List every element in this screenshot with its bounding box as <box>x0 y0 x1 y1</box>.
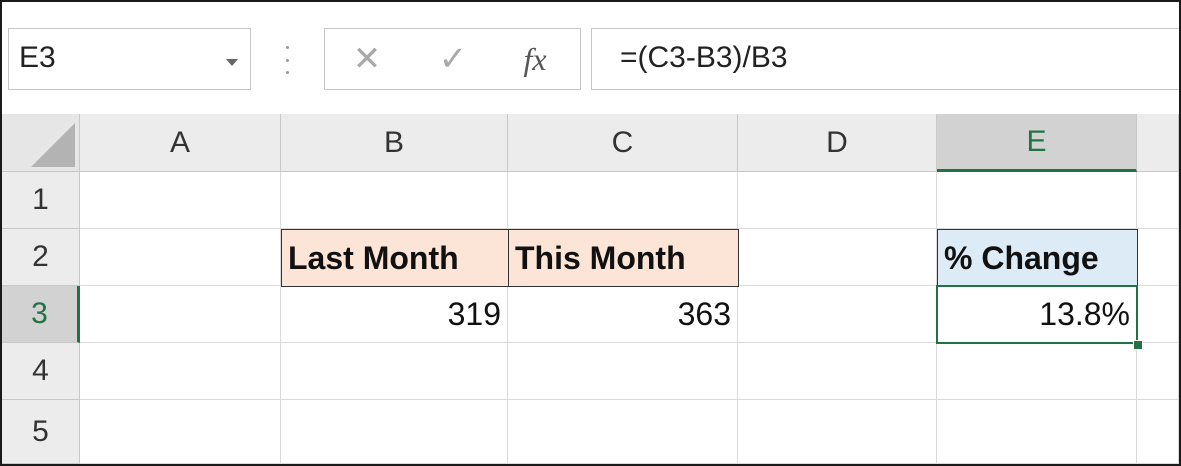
cell-d5[interactable] <box>738 400 937 464</box>
cell-f3[interactable] <box>1138 286 1179 343</box>
enter-check-icon[interactable]: ✓ <box>438 40 468 78</box>
cell-e5[interactable] <box>937 400 1137 464</box>
cell-b2[interactable]: Last Month <box>281 229 509 287</box>
cell-c3[interactable]: 363 <box>508 286 738 343</box>
cell-d3[interactable] <box>738 286 937 343</box>
cell-c4[interactable] <box>508 343 738 400</box>
row-header-2[interactable]: 2 <box>2 229 80 286</box>
cell-a5[interactable] <box>80 400 281 464</box>
cell-f2[interactable] <box>1137 229 1179 286</box>
cell-d2[interactable] <box>738 229 937 286</box>
name-box[interactable]: E3 <box>8 28 251 90</box>
worksheet-grid: A B C D E 1 2 3 4 5 Last Month This Mont… <box>2 114 1179 464</box>
formula-text: =(C3-B3)/B3 <box>620 41 788 74</box>
select-all-triangle-icon <box>31 123 75 167</box>
formula-bar: E3 ✕ ✓ fx =(C3-B3)/B3 <box>2 2 1179 114</box>
cell-b4[interactable] <box>281 343 508 400</box>
cell-a4[interactable] <box>80 343 281 400</box>
cell-c2[interactable]: This Month <box>508 229 739 287</box>
column-header-b[interactable]: B <box>281 114 508 172</box>
cell-b5[interactable] <box>281 400 508 464</box>
column-header-e[interactable]: E <box>937 114 1137 172</box>
formula-buttons: ✕ ✓ fx <box>324 28 581 90</box>
cell-a2[interactable] <box>80 229 281 286</box>
formula-input[interactable]: =(C3-B3)/B3 <box>591 28 1179 90</box>
row-header-1[interactable]: 1 <box>2 172 80 229</box>
chevron-down-icon[interactable] <box>226 59 238 66</box>
cell-c5[interactable] <box>508 400 738 464</box>
cancel-icon[interactable]: ✕ <box>352 40 382 78</box>
column-header-a[interactable]: A <box>80 114 281 172</box>
cell-f1[interactable] <box>1137 172 1179 229</box>
cell-a3[interactable] <box>80 286 281 343</box>
column-header-c[interactable]: C <box>508 114 738 172</box>
insert-function-icon[interactable]: fx <box>523 40 547 77</box>
column-header-d[interactable]: D <box>738 114 937 172</box>
row-header-4[interactable]: 4 <box>2 343 80 400</box>
cell-a1[interactable] <box>80 172 281 229</box>
cell-c1[interactable] <box>508 172 738 229</box>
cell-d1[interactable] <box>738 172 937 229</box>
cell-d4[interactable] <box>738 343 937 400</box>
fill-handle[interactable] <box>1133 340 1143 350</box>
select-all-button[interactable] <box>2 114 80 172</box>
name-box-value: E3 <box>19 41 56 74</box>
formula-bar-resize-handle[interactable] <box>284 46 290 74</box>
cell-f5[interactable] <box>1137 400 1179 464</box>
row-header-5[interactable]: 5 <box>2 400 80 464</box>
cell-e2[interactable]: % Change <box>937 229 1138 287</box>
column-header-f-partial[interactable] <box>1137 114 1179 172</box>
cell-b1[interactable] <box>281 172 508 229</box>
cell-e4[interactable] <box>937 343 1137 400</box>
row-header-3[interactable]: 3 <box>2 286 80 343</box>
cell-e3-active[interactable]: 13.8% <box>936 285 1138 344</box>
cell-e1[interactable] <box>937 172 1137 229</box>
cell-b3[interactable]: 319 <box>281 286 508 343</box>
cell-f4[interactable] <box>1137 343 1179 400</box>
